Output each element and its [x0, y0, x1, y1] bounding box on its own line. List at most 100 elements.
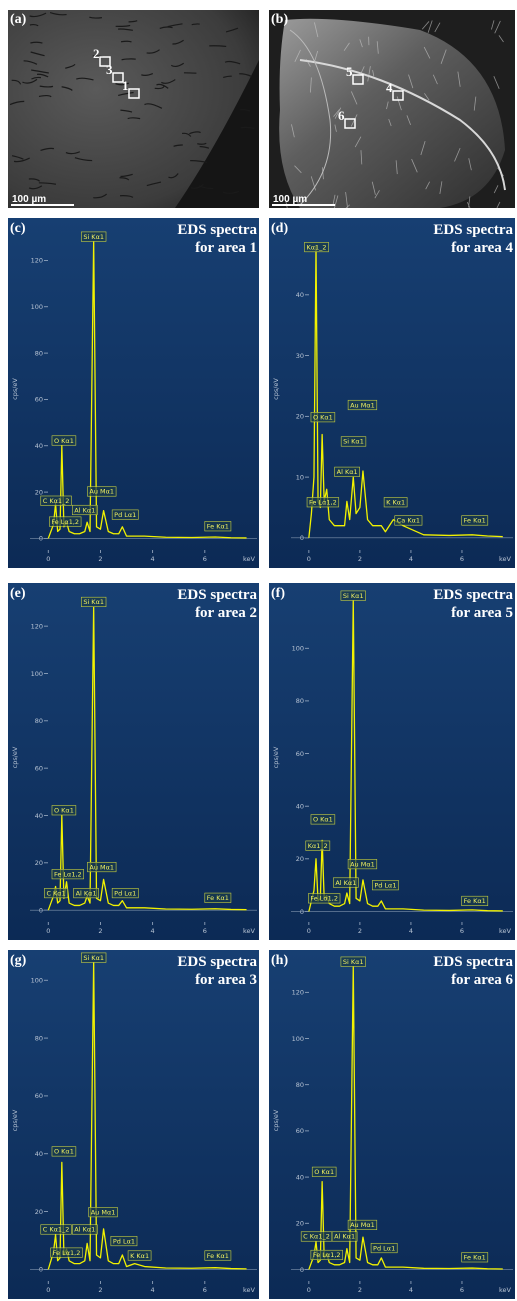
peak-label: Kα1_2	[308, 842, 328, 850]
surface-ridge	[411, 158, 418, 173]
surface-crack	[199, 145, 210, 149]
y-axis-label: cps/eV	[11, 1109, 19, 1131]
x-tick-label: 2	[358, 927, 362, 935]
x-tick-label: 0	[46, 1286, 50, 1294]
surface-ridge	[371, 181, 376, 195]
surface-crack	[156, 83, 169, 89]
peak-label-box	[331, 1231, 358, 1242]
y-tick-label: 100	[31, 977, 43, 985]
surface-ridge	[432, 74, 438, 85]
x-axis-label: keV	[499, 555, 512, 563]
chart-background	[269, 218, 515, 568]
surface-ridge	[314, 50, 319, 62]
y-tick-label: 40	[35, 1150, 43, 1158]
surface-crack	[40, 147, 55, 151]
surface-ridge	[421, 21, 430, 30]
surface-crack	[209, 45, 227, 48]
y-tick-label: 0	[39, 535, 43, 543]
surface-crack	[28, 178, 41, 182]
y-tick-label: 0	[39, 1266, 43, 1274]
peak-label: Fe Kα1	[207, 894, 229, 902]
surface-crack	[11, 79, 22, 85]
surface-crack	[31, 76, 42, 80]
peak-label-box	[204, 1250, 232, 1261]
peak-label-box	[394, 515, 423, 526]
peak-label-box	[71, 504, 98, 516]
y-tick-label: 60	[35, 396, 43, 404]
surface-ridge	[360, 150, 363, 165]
x-tick-label: 6	[460, 555, 464, 563]
surface-crack	[115, 82, 130, 86]
peak-label: C Kα1_2	[43, 497, 70, 505]
scale-bar-label: 100 µm	[273, 194, 307, 205]
surface-crack	[167, 23, 183, 28]
x-tick-label: 2	[98, 927, 102, 935]
y-tick-label: 120	[31, 257, 43, 265]
surface-crack	[118, 28, 133, 31]
y-tick-label: 30	[296, 352, 304, 360]
surface-ridge	[294, 49, 301, 62]
peak-label: Al Kα1	[337, 468, 358, 476]
peak-label-box	[51, 435, 77, 446]
surface-ridge	[343, 42, 350, 51]
eds-chart: 0 20 40 60 80 100 120 0 2 4 6 keV cps/eV Si Kα1 O Kα1 A…	[269, 950, 515, 1299]
spectrum-line	[308, 966, 503, 1270]
surface-crack	[119, 177, 130, 181]
surface-ridge	[468, 196, 471, 208]
peak-label-box	[304, 242, 329, 253]
peak-label-box	[308, 893, 341, 904]
surface-crack	[11, 155, 24, 160]
peak-label-box	[49, 516, 82, 527]
peak-label-box	[51, 805, 77, 816]
area-label: 1	[122, 78, 129, 93]
peak-label-box	[311, 1166, 337, 1177]
surface-crack	[65, 63, 76, 69]
surface-ridge	[439, 181, 443, 194]
x-axis-label: keV	[243, 1286, 256, 1294]
surface-crack	[154, 85, 165, 90]
area-marker	[99, 56, 111, 67]
surface-crack	[39, 85, 54, 88]
chart-background	[8, 950, 259, 1299]
peak-label: Au Mα1	[350, 1221, 375, 1229]
chart-subtitle: for area 2	[195, 605, 257, 621]
peak-label: Al Kα1	[335, 879, 356, 887]
peak-label: K Kα1	[130, 1252, 149, 1260]
y-tick-label: 40	[35, 442, 43, 450]
surface-ridge	[376, 41, 379, 54]
x-tick-label: 2	[98, 1286, 102, 1294]
surface-ridge	[440, 49, 447, 64]
surface-crack	[191, 23, 200, 26]
surface-crack	[119, 195, 134, 198]
surface-crack	[120, 173, 133, 178]
scale-bar-label: 100 µm	[12, 194, 46, 205]
peak-label: Kα1_2	[306, 243, 326, 251]
peak-label-box	[461, 895, 489, 907]
y-tick-label: 0	[300, 1266, 304, 1274]
surface-crack	[65, 151, 81, 155]
spectrum-line	[47, 606, 247, 911]
area-marker	[352, 74, 364, 85]
peak-label: K Kα1	[386, 498, 405, 506]
peak-label-box	[347, 1219, 378, 1230]
surface-crack	[127, 117, 141, 120]
peak-label-box	[204, 521, 232, 532]
peak-label-box	[204, 892, 232, 903]
surface-crack	[146, 49, 160, 54]
y-tick-label: 20	[35, 1208, 43, 1216]
peak-label-box	[461, 1252, 489, 1263]
panel-label: (b)	[271, 12, 288, 27]
surface-ridge	[360, 66, 365, 75]
y-tick-label: 80	[296, 1081, 304, 1089]
peak-label-box	[81, 952, 107, 963]
peak-label: Fe Kα1	[464, 897, 486, 905]
peak-label: Si Kα1	[343, 438, 364, 446]
peak-label: O Kα1	[313, 413, 333, 421]
peak-label: Al Kα1	[74, 1226, 95, 1234]
surface-crack	[28, 185, 43, 190]
peak-label-box	[372, 880, 399, 891]
area-marker	[344, 118, 356, 129]
surface-crack	[189, 131, 201, 135]
peak-label: Pd Lα1	[374, 881, 396, 889]
